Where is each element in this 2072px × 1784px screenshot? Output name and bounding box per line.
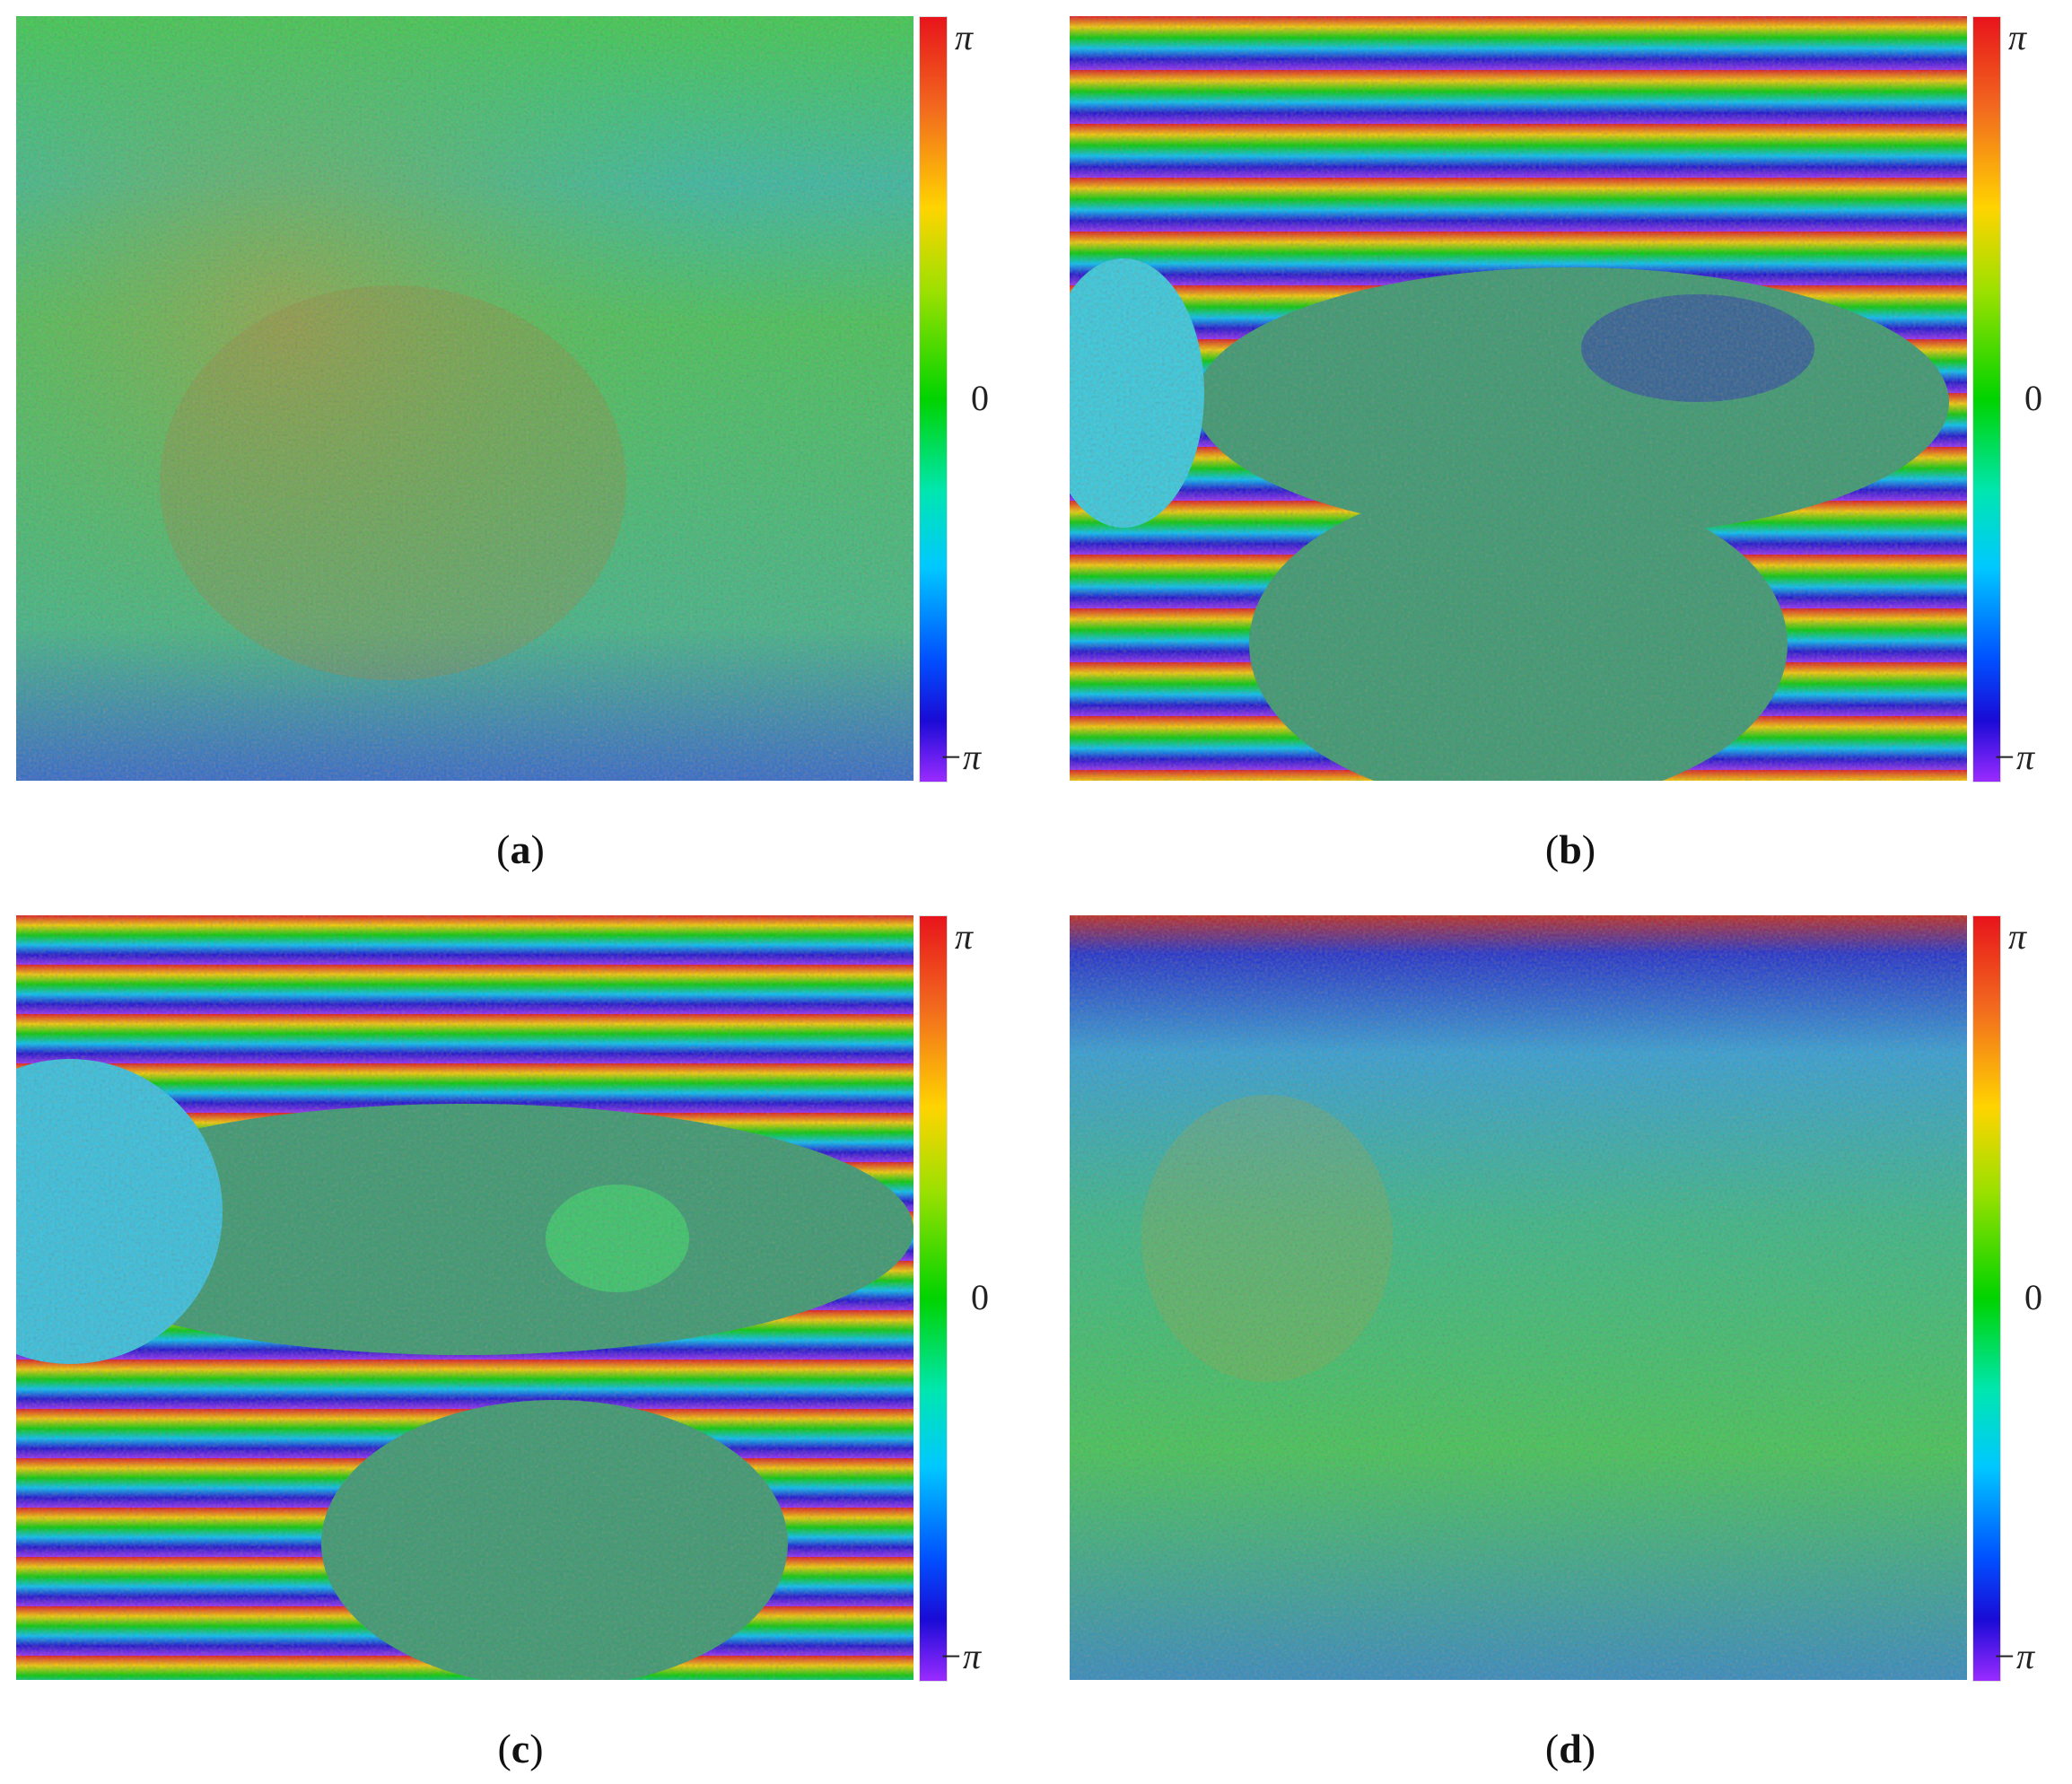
- colorbar-min-label: −π: [939, 737, 982, 777]
- caption-c: (c): [497, 1726, 544, 1771]
- colorbar-zero-label: 0: [2024, 1277, 2042, 1317]
- interferogram-b: [1070, 16, 1967, 781]
- phase-image-a: [16, 16, 914, 781]
- colorbar-min-label: −π: [939, 1636, 982, 1676]
- colorbar-max-label: π: [2008, 17, 2027, 57]
- interferogram-d: [1070, 915, 1967, 1680]
- colorbar-max-label: π: [2008, 916, 2027, 957]
- interferogram-c: [16, 915, 914, 1680]
- colorbar-b: [1972, 16, 2001, 783]
- phase-image-b: [1070, 16, 1967, 781]
- colorbar-c: [919, 915, 948, 1682]
- caption-a: (a): [496, 826, 545, 872]
- colorbar-max-label: π: [955, 17, 974, 57]
- phase-image-d: [1070, 915, 1967, 1680]
- colorbar-zero-label: 0: [971, 378, 989, 418]
- phase-image-c: [16, 915, 914, 1680]
- colorbar-zero-label: 0: [971, 1277, 989, 1317]
- caption-b: (b): [1544, 826, 1596, 872]
- colorbar-min-label: −π: [1992, 1636, 2035, 1676]
- interferogram-a: [16, 16, 914, 781]
- colorbar-a: [919, 16, 948, 783]
- colorbar-zero-label: 0: [2024, 378, 2042, 418]
- colorbar-max-label: π: [955, 916, 974, 957]
- caption-d: (d): [1544, 1726, 1596, 1771]
- colorbar-d: [1972, 915, 2001, 1682]
- colorbar-min-label: −π: [1992, 737, 2035, 777]
